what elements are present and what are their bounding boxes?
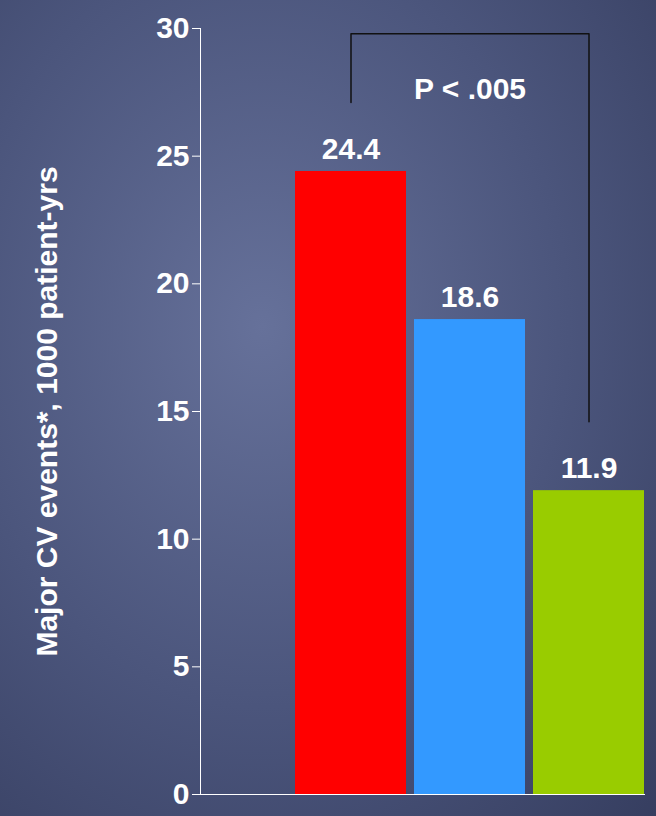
svg-text:Major CV events*, 1000 patient: Major CV events*, 1000 patient-yrs: [30, 166, 63, 656]
svg-text:10: 10: [156, 522, 189, 555]
svg-text:30: 30: [156, 11, 189, 44]
svg-text:24.4: 24.4: [322, 132, 381, 165]
svg-text:20: 20: [156, 266, 189, 299]
svg-text:P < .005: P < .005: [414, 72, 526, 105]
svg-text:11.9: 11.9: [561, 451, 618, 484]
svg-text:25: 25: [156, 139, 189, 172]
svg-text:5: 5: [173, 649, 190, 682]
svg-text:0: 0: [173, 777, 190, 810]
svg-text:15: 15: [156, 394, 189, 427]
svg-text:18.6: 18.6: [441, 280, 499, 313]
